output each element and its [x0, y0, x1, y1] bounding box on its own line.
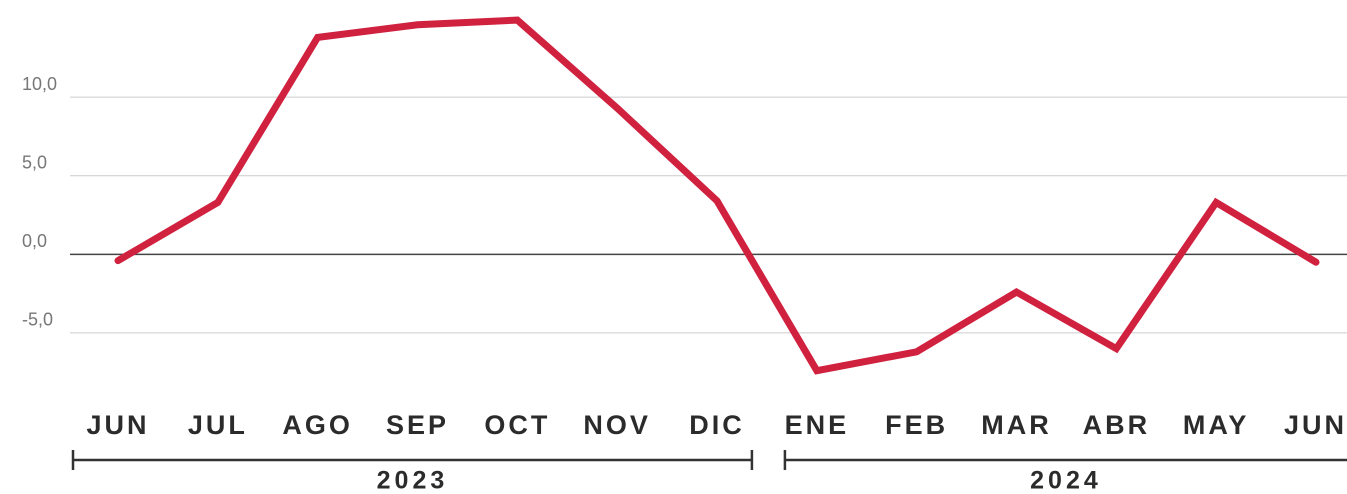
y-tick-label: 5,0 [22, 152, 47, 172]
x-tick-label: FEB [885, 410, 948, 440]
x-tick-label: OCT [484, 410, 550, 440]
y-tick-label: 10,0 [22, 74, 57, 94]
x-tick-label: JUN [86, 410, 149, 440]
x-tick-label: JUL [188, 410, 248, 440]
group-label: 2023 [377, 467, 449, 494]
y-tick-label: 0,0 [22, 231, 47, 251]
y-tick-label: -5,0 [22, 310, 53, 330]
x-tick-label: MAR [981, 410, 1052, 440]
x-tick-label: MAY [1183, 410, 1250, 440]
x-tick-label: JUN [1284, 410, 1347, 440]
x-tick-label: ENE [785, 410, 850, 440]
x-tick-label: DIC [689, 410, 745, 440]
group-label: 2024 [1030, 467, 1102, 494]
x-tick-label: AGO [282, 410, 353, 440]
x-tick-label: NOV [583, 410, 651, 440]
x-tick-label: ABR [1083, 410, 1151, 440]
line [114, 16, 1320, 375]
x-tick-label: SEP [386, 410, 449, 440]
